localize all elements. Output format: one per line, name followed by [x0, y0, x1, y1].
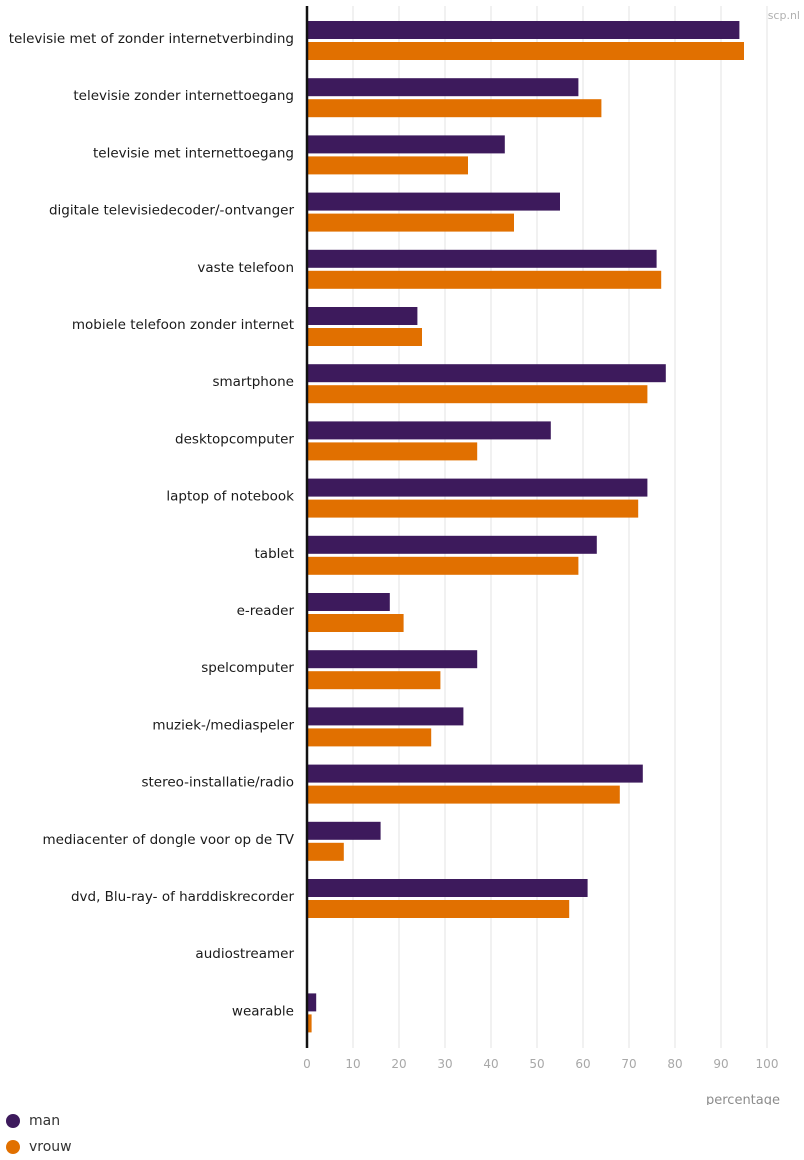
category-labels: televisie met of zonder internetverbindi…: [9, 31, 295, 1019]
bar-vrouw: [307, 556, 579, 575]
x-tick-labels: 0 10 20 30 40 50 60 70 80 90 100: [303, 1057, 778, 1071]
bar-man: [307, 764, 643, 783]
category-label: muziek-/mediaspeler: [152, 717, 294, 733]
category-label: desktopcomputer: [175, 431, 294, 447]
bar-man: [307, 478, 648, 497]
bar-man: [307, 535, 597, 554]
legend-item-man: man: [6, 1108, 72, 1134]
bar-man: [307, 364, 666, 383]
bar-man: [307, 993, 317, 1012]
category-label: televisie met internettoegang: [93, 145, 294, 161]
bar-vrouw: [307, 900, 570, 918]
bar-man: [307, 21, 740, 39]
x-tick-label: 20: [391, 1057, 406, 1071]
category-label: laptop of notebook: [166, 489, 294, 505]
category-label: e-reader: [237, 603, 295, 619]
legend-swatch-man: [6, 1114, 20, 1128]
bar-vrouw: [307, 270, 662, 289]
bar-man: [307, 421, 551, 440]
x-tick-label: 60: [575, 1057, 590, 1071]
bar-vrouw: [307, 728, 432, 747]
category-label: mobiele telefoon zonder internet: [72, 317, 294, 333]
legend-swatch-vrouw: [6, 1140, 20, 1154]
x-tick-label: 100: [756, 1057, 779, 1071]
category-label: digitale televisiedecoder/-ontvanger: [49, 203, 294, 219]
bar-man: [307, 135, 505, 154]
bar-vrouw: [307, 328, 422, 346]
bar-chart: televisie met of zonder internetverbindi…: [9, 6, 800, 1105]
bar-man: [307, 249, 657, 268]
category-label: wearable: [232, 1003, 294, 1019]
x-tick-label: 0: [303, 1057, 311, 1071]
x-tick-label: 80: [667, 1057, 682, 1071]
category-label: mediacenter of dongle voor op de TV: [43, 832, 295, 848]
x-tick-label: 70: [621, 1057, 636, 1071]
x-tick-label: 30: [437, 1057, 452, 1071]
category-label: televisie met of zonder internetverbindi…: [9, 31, 294, 47]
bar-vrouw: [307, 785, 620, 804]
category-label: vaste telefoon: [197, 260, 294, 276]
bar-man: [307, 879, 588, 897]
category-label: stereo-installatie/radio: [141, 775, 294, 791]
bar-man: [307, 307, 418, 325]
category-label: tablet: [255, 546, 295, 562]
legend-label-man: man: [29, 1113, 61, 1129]
x-tick-label: 10: [345, 1057, 360, 1071]
bars: [307, 21, 744, 1033]
bar-vrouw: [307, 614, 404, 632]
bar-man: [307, 821, 381, 840]
bar-vrouw: [307, 442, 478, 461]
category-label: audiostreamer: [195, 946, 294, 962]
bar-vrouw: [307, 1014, 312, 1033]
bar-vrouw: [307, 156, 468, 175]
legend-label-vrouw: vrouw: [29, 1139, 72, 1155]
x-tick-label: 40: [483, 1057, 498, 1071]
bar-vrouw: [307, 499, 639, 518]
bar-man: [307, 78, 579, 97]
bar-vrouw: [307, 42, 744, 60]
x-tick-label: 90: [713, 1057, 728, 1071]
bar-man: [307, 707, 464, 726]
category-label: spelcomputer: [201, 660, 294, 676]
bar-vrouw: [307, 99, 602, 118]
bar-man: [307, 192, 560, 211]
bar-man: [307, 650, 478, 669]
category-label: dvd, Blu-ray- of harddiskrecorder: [71, 889, 295, 905]
category-label: televisie zonder internettoegang: [73, 88, 294, 104]
source-label: scp.nl: [768, 9, 800, 22]
category-label: smartphone: [212, 374, 294, 390]
bar-vrouw: [307, 213, 514, 232]
x-tick-label: 50: [529, 1057, 544, 1071]
bar-man: [307, 593, 390, 611]
legend: man vrouw: [6, 1108, 72, 1160]
gridlines: [352, 6, 768, 1048]
bar-vrouw: [307, 671, 441, 690]
bar-vrouw: [307, 842, 344, 861]
legend-item-vrouw: vrouw: [6, 1134, 72, 1160]
bar-vrouw: [307, 385, 648, 404]
x-axis-title: percentage: [706, 1093, 780, 1105]
